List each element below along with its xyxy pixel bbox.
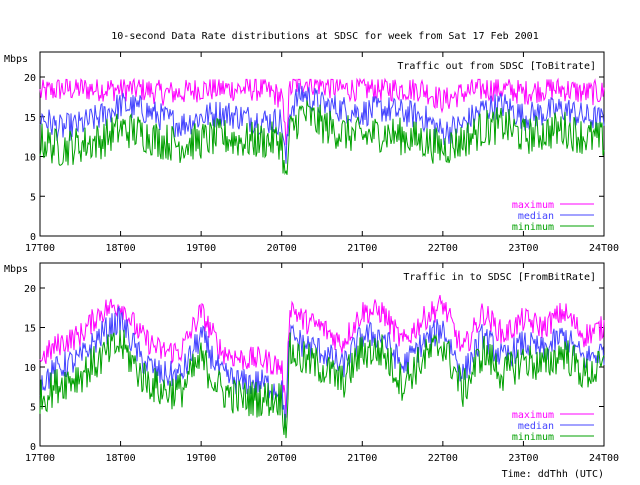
panel-title: Traffic in to SDSC [FromBitRate] [403, 272, 596, 283]
x-tick-label: 20T00 [267, 453, 297, 464]
series-line-maximum [39, 77, 605, 145]
plot-frame [39, 262, 605, 447]
plot-frame [39, 51, 605, 237]
x-tick-label: 19T00 [186, 243, 216, 254]
x-tick-label: 18T00 [106, 453, 136, 464]
x-tick-label: 17T00 [25, 453, 55, 464]
x-tick-label: 18T00 [106, 243, 136, 254]
legend-label-median: median [518, 211, 554, 222]
x-tick-label: 19T00 [186, 453, 216, 464]
y-tick-label: 20 [24, 73, 36, 84]
x-tick-label: 23T00 [508, 243, 538, 254]
y-tick-label: 0 [30, 232, 36, 243]
legend-label-minimum: minimum [512, 222, 554, 233]
figure-title: 10-second Data Rate distributions at SDS… [111, 31, 538, 42]
x-tick-label: 20T00 [267, 243, 297, 254]
legend-label-median: median [518, 421, 554, 432]
series-line-minimum [39, 100, 605, 176]
y-tick-label: 15 [24, 324, 36, 335]
y-tick-label: 20 [24, 284, 36, 295]
series-line-median [39, 305, 605, 429]
legend-label-minimum: minimum [512, 432, 554, 443]
series-line-maximum [39, 294, 605, 418]
time-axis-label: Time: ddThh (UTC) [502, 469, 604, 480]
chart-panel-1: 0 5 10 15 20 Mbps 17T00 18T00 19T00 20T00 21T00 22T… [4, 51, 619, 254]
legend-label-maximum: maximum [512, 200, 554, 211]
x-tick-label: 21T00 [347, 243, 377, 254]
chart-panel-2: 0 5 10 15 20 Mbps 17T00 18T00 19T00 20T00 21T00 22T… [4, 262, 619, 464]
x-tick-label: 21T00 [347, 453, 377, 464]
x-tick-label: 17T00 [25, 243, 55, 254]
y-tick-label: 5 [30, 192, 36, 203]
series-line-minimum [39, 329, 605, 439]
y-axis-label: Mbps [4, 54, 28, 65]
series-line-median [39, 82, 605, 164]
y-tick-label: 10 [24, 153, 36, 164]
y-tick-label: 0 [30, 442, 36, 453]
panel-title: Traffic out from SDSC [ToBitrate] [397, 61, 596, 72]
x-tick-label: 23T00 [508, 453, 538, 464]
legend-label-maximum: maximum [512, 410, 554, 421]
x-tick-label: 22T00 [428, 453, 458, 464]
x-tick-label: 24T00 [589, 453, 619, 464]
y-tick-label: 15 [24, 113, 36, 124]
x-tick-label: 22T00 [428, 243, 458, 254]
x-tick-label: 24T00 [589, 243, 619, 254]
y-tick-label: 5 [30, 403, 36, 414]
y-axis-label: Mbps [4, 264, 28, 275]
y-tick-label: 10 [24, 363, 36, 374]
